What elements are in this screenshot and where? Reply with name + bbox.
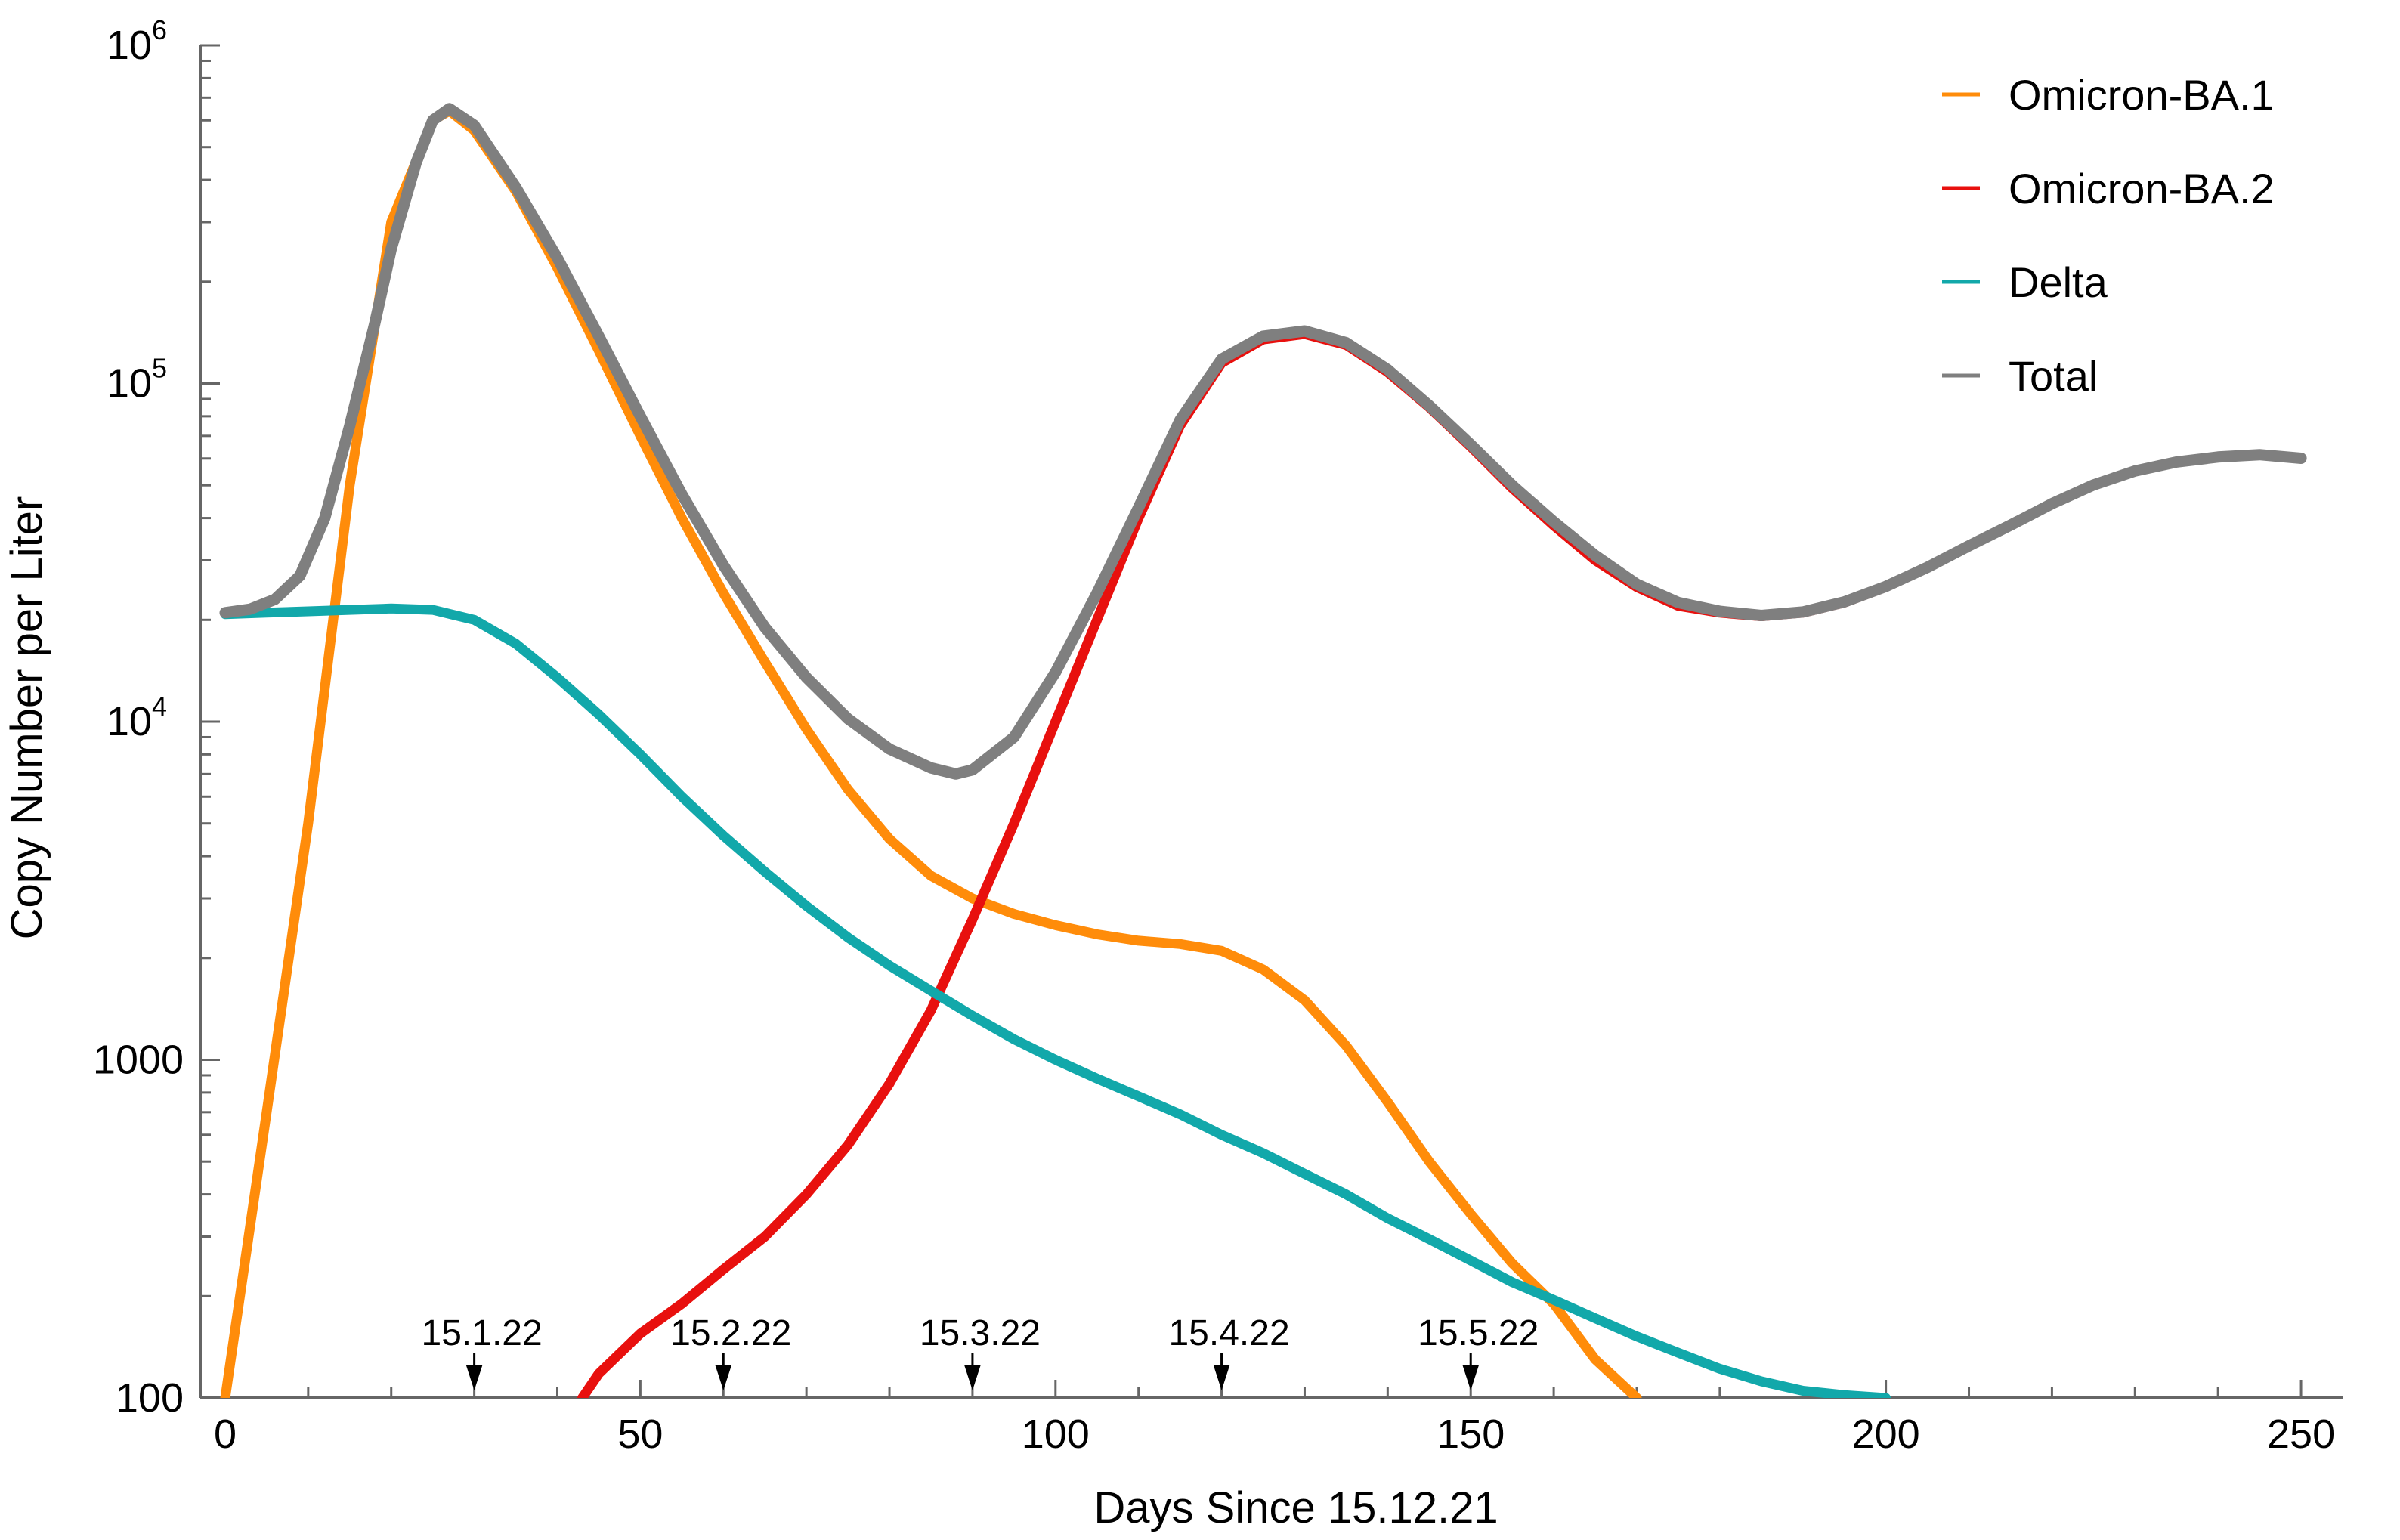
x-tick-label: 250 — [2267, 1412, 2335, 1457]
date-marker-arrow — [963, 1365, 981, 1390]
date-marker-arrow — [465, 1365, 483, 1390]
date-marker-label: 15.1.22 — [422, 1313, 543, 1353]
x-tick-label: 200 — [1852, 1412, 1920, 1457]
x-tick-label: 0 — [214, 1412, 237, 1457]
date-marker-label: 15.2.22 — [670, 1313, 791, 1353]
legend: Omicron-BA.1 Omicron-BA.2 Delta Total — [1942, 71, 2275, 400]
y-tick-label: 106 — [107, 14, 167, 68]
date-marker-label: 15.5.22 — [1418, 1313, 1539, 1353]
y-tick-label: 1000 — [93, 1037, 184, 1083]
y-tick-label: 100 — [116, 1375, 184, 1421]
date-marker-arrow — [715, 1365, 732, 1390]
x-tick-label: 50 — [617, 1412, 663, 1457]
legend-label: Omicron-BA.2 — [2009, 165, 2275, 212]
series-line-total — [219, 103, 2307, 780]
date-markers: 15.1.22 15.2.22 15.3.22 15.4.22 15.5.22 — [422, 1313, 1539, 1390]
y-tick-label: 105 — [107, 353, 167, 407]
date-marker-arrow — [1213, 1365, 1230, 1390]
date-marker-arrow — [1462, 1365, 1480, 1390]
y-axis-title: Copy Number per Liter — [2, 496, 51, 940]
legend-label: Total — [2009, 352, 2098, 400]
legend-label: Omicron-BA.1 — [2009, 71, 2275, 119]
legend-label: Delta — [2009, 258, 2108, 306]
series-layer — [219, 103, 2307, 1398]
y-tick-label: 104 — [107, 691, 167, 744]
series-line-omicron-ba-1 — [220, 106, 1642, 1398]
x-tick-label: 150 — [1437, 1412, 1505, 1457]
series-line-omicron-ba-2 — [577, 329, 2306, 1398]
date-marker-label: 15.3.22 — [920, 1313, 1041, 1353]
x-tick-label: 100 — [1022, 1412, 1090, 1457]
axes: 0 50 100 150 200 250 100 1000 104 105 106 — [93, 14, 2343, 1457]
date-marker-label: 15.4.22 — [1168, 1313, 1289, 1353]
series-line-delta — [220, 603, 1891, 1398]
x-axis-title: Days Since 15.12.21 — [1093, 1483, 1498, 1532]
